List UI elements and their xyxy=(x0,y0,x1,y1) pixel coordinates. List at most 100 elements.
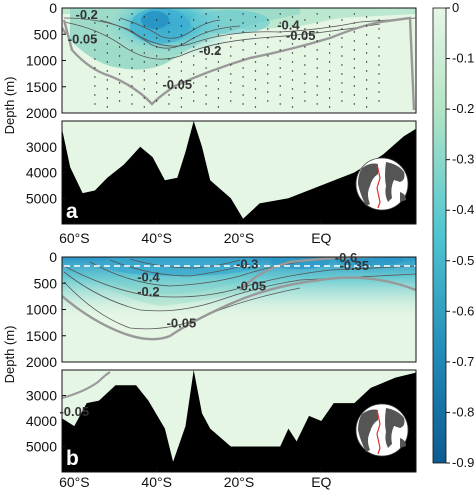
station-dot xyxy=(168,67,170,69)
station-dot xyxy=(378,91,380,93)
panel-a-stations xyxy=(94,13,380,108)
station-dot xyxy=(143,88,145,90)
station-dot xyxy=(180,61,183,63)
station-dot xyxy=(193,37,195,39)
station-dot xyxy=(267,91,269,93)
station-dot xyxy=(341,82,343,84)
station-dot xyxy=(279,58,281,60)
station-dot xyxy=(291,79,294,81)
station-dot xyxy=(193,73,195,75)
station-dot xyxy=(205,13,207,15)
station-dot xyxy=(328,34,331,36)
station-dot xyxy=(378,82,380,84)
station-dot xyxy=(168,31,170,33)
station-dot xyxy=(353,13,355,15)
station-dot xyxy=(230,46,232,48)
panel-b-contour-label: -0.6 xyxy=(335,250,357,265)
station-dot xyxy=(180,70,183,72)
station-dot xyxy=(328,52,331,54)
panel-b: -0.4-0.2 -0.05 -0.3 -0.05 -0.6-0.35 -0.05 b xyxy=(59,250,417,473)
station-dot xyxy=(143,25,145,27)
station-dot xyxy=(180,97,183,99)
station-dot xyxy=(94,94,96,96)
station-dot xyxy=(106,79,109,81)
y-axis-label: Depth (m) xyxy=(2,326,17,384)
station-dot xyxy=(180,79,183,81)
station-dot xyxy=(291,16,294,18)
station-dot xyxy=(230,28,232,30)
station-dot xyxy=(230,37,232,39)
station-dot xyxy=(267,73,269,75)
station-dot xyxy=(316,40,318,42)
station-dot xyxy=(328,70,331,72)
panel-a: -0.2-0.05-0.4-0.2-0.05-0.05 a xyxy=(61,7,417,225)
station-dot xyxy=(205,22,207,24)
panel-a-contour-label: -0.2 xyxy=(199,43,221,58)
station-dot xyxy=(365,106,368,108)
station-dot xyxy=(291,52,294,54)
station-dot xyxy=(328,106,331,108)
y-tick-label: 1500 xyxy=(26,79,57,95)
station-dot xyxy=(193,28,195,30)
panel-a-bathymetry xyxy=(62,121,416,224)
colorbar-tick-label: -0.6 xyxy=(452,303,474,318)
y-axis-label: Depth (m) xyxy=(2,77,17,135)
station-dot xyxy=(328,97,331,99)
colorbar-tick-label: -0.7 xyxy=(452,354,474,369)
station-dot xyxy=(267,46,269,48)
station-dot xyxy=(180,43,183,45)
station-dot xyxy=(242,31,244,33)
panel-a-contour-label: -0.05 xyxy=(68,32,98,47)
station-dot xyxy=(279,22,281,24)
station-dot xyxy=(291,25,294,27)
panel-b-contour-label: -0.05 xyxy=(59,404,89,419)
panel-b-contour-label: -0.05 xyxy=(236,278,266,293)
station-dot xyxy=(267,64,269,66)
station-dot xyxy=(304,55,306,57)
station-dot xyxy=(94,31,96,33)
station-dot xyxy=(291,34,294,36)
station-dot xyxy=(205,76,207,78)
station-dot xyxy=(341,19,343,21)
colorbar-tick-label: -0.1 xyxy=(452,51,474,66)
station-dot xyxy=(378,100,380,102)
y-tick-label: 3000 xyxy=(26,139,57,155)
station-dot xyxy=(242,58,244,60)
station-dot xyxy=(365,16,368,18)
station-dot xyxy=(143,34,145,36)
station-dot xyxy=(242,13,244,15)
station-dot xyxy=(242,49,244,51)
y-tick-label: 500 xyxy=(34,26,58,42)
station-dot xyxy=(304,73,306,75)
station-dot xyxy=(217,34,220,36)
station-dot xyxy=(131,13,133,15)
station-dot xyxy=(291,43,294,45)
station-dot xyxy=(353,103,355,105)
station-dot xyxy=(365,43,368,45)
station-dot xyxy=(254,25,257,27)
panel-b-label: b xyxy=(66,447,79,470)
station-dot xyxy=(378,19,380,21)
station-dot xyxy=(156,73,158,75)
station-dot xyxy=(168,103,170,105)
station-dot xyxy=(168,22,170,24)
y-tick-label: 5000 xyxy=(26,439,57,455)
station-dot xyxy=(304,82,306,84)
station-dot xyxy=(365,79,368,81)
station-dot xyxy=(316,94,318,96)
station-dot xyxy=(106,61,109,63)
station-dot xyxy=(180,25,183,27)
station-dot xyxy=(131,67,133,69)
station-dot xyxy=(267,100,269,102)
station-dot xyxy=(118,46,121,48)
panel-a-gray-contours xyxy=(62,16,416,111)
station-dot xyxy=(143,61,145,63)
station-dot xyxy=(267,37,269,39)
station-dot xyxy=(365,34,368,36)
colorbar-tick-label: -0.4 xyxy=(452,202,474,217)
x-tick-label: 20°S xyxy=(224,230,255,246)
station-dot xyxy=(118,19,121,21)
station-dot xyxy=(230,100,232,102)
station-dot xyxy=(217,106,220,108)
